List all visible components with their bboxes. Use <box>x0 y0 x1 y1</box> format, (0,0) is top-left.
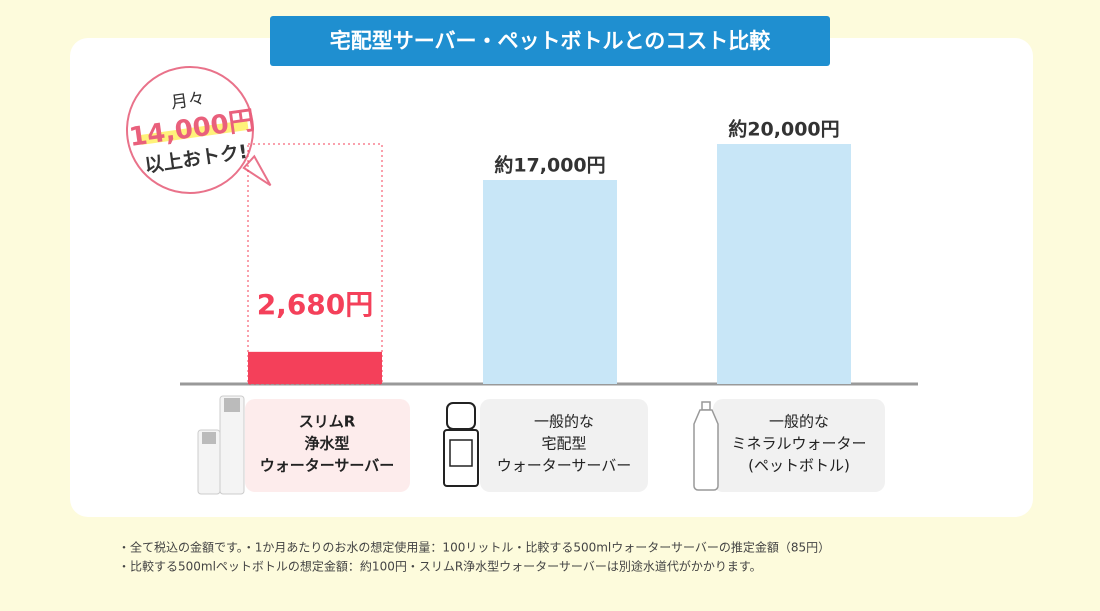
category-box <box>480 399 648 492</box>
bar <box>248 351 382 384</box>
category-label: (ペットボトル) <box>748 457 850 475</box>
bar <box>483 180 617 384</box>
dispenser-icon <box>443 402 479 487</box>
category-label: ウォーターサーバー <box>260 457 395 475</box>
chart-title: 宅配型サーバー・ペットボトルとのコスト比較 <box>330 29 772 53</box>
category-box <box>245 399 410 492</box>
category-box <box>713 399 885 492</box>
badge <box>126 66 272 194</box>
bar <box>717 144 851 384</box>
category-label: スリムR <box>299 413 356 431</box>
category-label: 宅配型 <box>541 435 586 453</box>
footnote: ・比較する500mlペットボトルの想定金額：約100円・スリムR浄水型ウォーター… <box>118 559 762 574</box>
value-label: 約20,000円 <box>728 118 839 141</box>
title-box <box>270 16 830 66</box>
slim-server-icon <box>197 395 245 495</box>
category-label: 浄水型 <box>304 435 349 453</box>
category-label: ミネラルウォーター <box>731 435 866 453</box>
category-label: ウォーターサーバー <box>497 457 632 475</box>
category-label: 一般的な <box>534 413 594 431</box>
footnote: ・全て税込の金額です。・1か月あたりのお水の想定使用量：100リットル・比較する… <box>118 540 830 555</box>
category-label: 一般的な <box>769 413 829 431</box>
value-label: 約17,000円 <box>494 154 605 177</box>
value-label: 2,680円 <box>257 288 374 321</box>
bottle-icon <box>693 401 719 491</box>
annotation: 月々 <box>170 89 206 114</box>
